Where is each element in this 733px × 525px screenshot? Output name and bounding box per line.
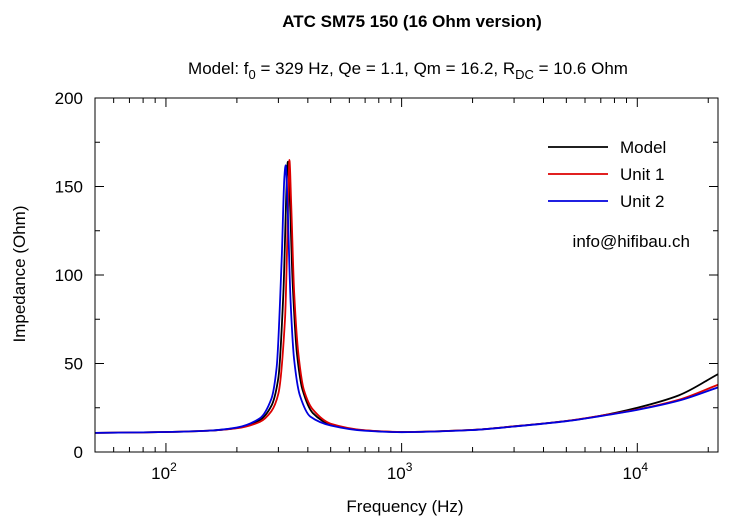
y-tick-label: 150 bbox=[55, 178, 83, 197]
y-axis-label: Impedance (Ohm) bbox=[10, 206, 29, 343]
chart-title: ATC SM75 150 (16 Ohm version) bbox=[282, 12, 542, 31]
chart-subtitle: Model: f0 = 329 Hz, Qe = 1.1, Qm = 16.2,… bbox=[188, 59, 628, 82]
x-tick-exponent: 2 bbox=[170, 460, 177, 474]
x-tick-exponent: 4 bbox=[641, 460, 648, 474]
y-tick-labels: 0 50 100 150 200 bbox=[55, 89, 83, 462]
tick-marks bbox=[94, 97, 718, 453]
legend-label: Unit 2 bbox=[620, 192, 664, 211]
x-axis-label: Frequency (Hz) bbox=[346, 497, 463, 516]
x-tick-label: 102 bbox=[151, 460, 177, 483]
subtitle-part-3: = 10.6 Ohm bbox=[534, 59, 628, 78]
subtitle-sub-rdc: DC bbox=[515, 67, 534, 82]
legend-label: Unit 1 bbox=[620, 165, 664, 184]
x-tick-base: 10 bbox=[387, 464, 406, 483]
legend-label: Model bbox=[620, 138, 666, 157]
x-tick-label: 104 bbox=[622, 460, 648, 483]
x-tick-base: 10 bbox=[151, 464, 170, 483]
series-lines bbox=[95, 159, 718, 434]
annotation-email: info@hifibau.ch bbox=[573, 232, 690, 251]
subtitle-part-2: = 329 Hz, Qe = 1.1, Qm = 16.2, R bbox=[256, 59, 515, 78]
y-tick-label: 0 bbox=[74, 443, 83, 462]
y-tick-label: 100 bbox=[55, 266, 83, 285]
subtitle-part-1: Model: f bbox=[188, 59, 249, 78]
plot-frame bbox=[94, 97, 719, 453]
subtitle-sub-f0: 0 bbox=[249, 67, 256, 82]
y-tick-label: 50 bbox=[64, 355, 83, 374]
x-tick-base: 10 bbox=[622, 464, 641, 483]
legend: Model Unit 1 Unit 2 bbox=[548, 138, 666, 211]
y-tick-label: 200 bbox=[55, 89, 83, 108]
x-tick-label: 103 bbox=[387, 460, 413, 483]
series-line-unit-2 bbox=[95, 164, 718, 434]
x-tick-labels: 102 103 104 bbox=[151, 460, 648, 483]
x-tick-exponent: 3 bbox=[406, 460, 413, 474]
